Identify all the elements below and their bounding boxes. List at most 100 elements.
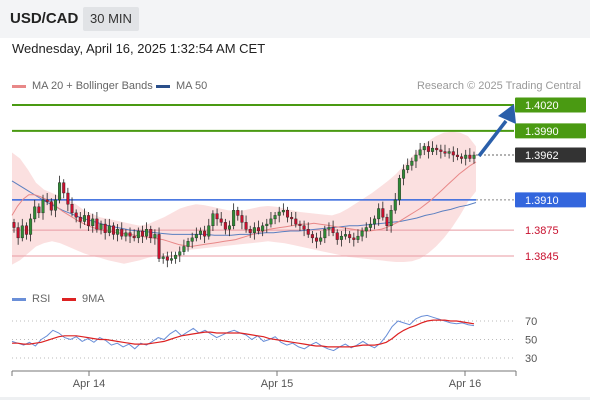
candle-body xyxy=(78,216,82,222)
candle-body xyxy=(422,146,426,151)
rsi-swatch xyxy=(12,297,26,301)
candle-body xyxy=(236,210,240,216)
candle-body xyxy=(107,225,111,233)
candle-body xyxy=(74,212,78,218)
price-label-box-1 xyxy=(515,123,586,139)
price-label-box-3 xyxy=(515,192,586,208)
candle-body xyxy=(82,215,86,222)
candle-body xyxy=(128,232,132,237)
candle-body xyxy=(178,251,182,256)
candle-body xyxy=(344,234,348,237)
timeframe-button[interactable]: 30 MIN xyxy=(83,7,139,31)
candle-body xyxy=(410,160,414,166)
candle-body xyxy=(244,222,248,230)
legend-ma50: MA 50 xyxy=(156,80,207,92)
x-tick-label: Apr 16 xyxy=(449,378,481,390)
candle-body xyxy=(402,169,406,179)
candle-body xyxy=(393,199,397,211)
candle-body xyxy=(53,199,57,211)
candle-body xyxy=(29,218,33,235)
symbol-label: USD/CAD xyxy=(10,10,79,27)
price-label-4: 1.3875 xyxy=(525,225,559,237)
candle-body xyxy=(439,149,443,152)
candle-body xyxy=(66,192,70,205)
candle-body xyxy=(198,230,202,235)
candle-body xyxy=(149,229,153,239)
candle-body xyxy=(136,230,140,239)
candle-body xyxy=(377,208,381,220)
candle-body xyxy=(323,229,327,239)
candle-body xyxy=(360,230,364,237)
candle-body xyxy=(381,208,385,218)
candle-body xyxy=(99,223,103,230)
candle-body xyxy=(302,225,306,230)
candle-body xyxy=(261,225,265,232)
candle-body xyxy=(281,210,285,213)
timestamp: Wednesday, April 16, 2025 1:32:54 AM CET xyxy=(12,41,266,56)
candle-body xyxy=(116,229,120,235)
candle-body xyxy=(58,182,62,201)
candle-body xyxy=(103,223,107,233)
candle-body xyxy=(62,182,66,194)
candle-body xyxy=(455,154,459,157)
projection-arrow-shaft xyxy=(477,119,508,158)
candle-body xyxy=(397,178,401,201)
ma50-swatch xyxy=(156,84,170,88)
candle-body xyxy=(207,225,211,237)
candle-body xyxy=(426,146,430,152)
candle-body xyxy=(331,227,335,233)
candle-body xyxy=(443,151,447,154)
candle-body xyxy=(95,218,99,230)
candle-body xyxy=(153,234,157,239)
candle-body xyxy=(269,218,273,225)
price-label-2: 1.3962 xyxy=(525,150,559,162)
candle-body xyxy=(368,223,372,228)
candle-body xyxy=(373,218,377,225)
rsi-tick-label: 50 xyxy=(525,335,537,347)
price-label-box-2 xyxy=(515,147,586,163)
candle-body xyxy=(248,229,252,233)
candle-body xyxy=(120,229,124,237)
candle-body xyxy=(252,227,256,233)
legend-rsi: RSI xyxy=(12,293,50,305)
candle-body xyxy=(277,211,281,216)
candle-body xyxy=(414,154,418,162)
candle-body xyxy=(306,229,310,235)
candle-body xyxy=(91,218,95,226)
candle-body xyxy=(227,225,231,230)
candle-body xyxy=(431,147,435,152)
rsi-tick-label: 30 xyxy=(525,353,537,365)
candle-body xyxy=(16,227,20,239)
candle-body xyxy=(33,206,37,220)
candle-body xyxy=(460,156,464,159)
candle-body xyxy=(219,218,223,223)
ma50-label: MA 50 xyxy=(176,80,208,92)
candle-body xyxy=(190,237,194,242)
candle-body xyxy=(165,256,169,261)
header-bar: USD/CAD 30 MIN xyxy=(0,0,590,38)
candle-body xyxy=(348,234,352,239)
candle-body xyxy=(356,235,360,240)
candle-body xyxy=(161,256,165,259)
candle-body xyxy=(169,258,173,261)
candle-body xyxy=(124,232,128,237)
candle-body xyxy=(319,237,323,242)
candle-body xyxy=(265,223,269,226)
candle-body xyxy=(182,246,186,252)
ma20-swatch xyxy=(12,84,26,88)
candle-body xyxy=(132,235,136,239)
candle-body xyxy=(111,225,115,235)
candle-body xyxy=(294,218,298,225)
price-label-0: 1.4020 xyxy=(525,100,559,112)
legend-ma20: MA 20 + Bollinger Bands xyxy=(12,80,153,92)
candle-body xyxy=(240,215,244,223)
candle-body xyxy=(406,165,410,170)
rsi-ma-line xyxy=(12,319,475,348)
candle-body xyxy=(157,234,161,259)
x-tick-label: Apr 14 xyxy=(73,378,105,390)
candle-body xyxy=(290,216,294,220)
candle-body xyxy=(298,223,302,226)
candle-body xyxy=(37,206,41,214)
candle-body xyxy=(211,213,215,227)
